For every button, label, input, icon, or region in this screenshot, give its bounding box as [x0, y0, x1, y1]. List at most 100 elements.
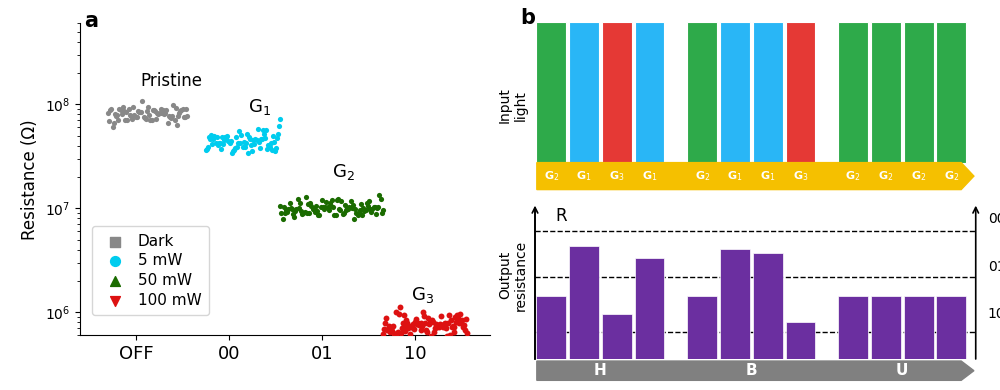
- Point: [413, 327, 429, 333]
- Point: [286, 214, 302, 220]
- Point: [359, 200, 375, 206]
- Point: [133, 108, 149, 115]
- Point: [407, 319, 423, 326]
- Point: [228, 135, 244, 141]
- Text: Pristine: Pristine: [141, 72, 203, 90]
- Point: [448, 319, 464, 325]
- Text: G$_1$: G$_1$: [727, 169, 743, 183]
- Point: [287, 208, 303, 214]
- Point: [373, 195, 389, 202]
- Point: [415, 309, 431, 316]
- Point: [447, 314, 463, 320]
- Point: [236, 139, 252, 145]
- Point: [260, 142, 276, 148]
- Point: [340, 206, 356, 212]
- Point: [358, 207, 374, 213]
- Text: 01: 01: [988, 260, 1000, 274]
- Point: [131, 109, 147, 115]
- Point: [303, 203, 319, 209]
- Point: [336, 210, 352, 216]
- Point: [418, 327, 434, 333]
- Point: [414, 323, 430, 329]
- Point: [425, 319, 441, 326]
- Point: [125, 104, 141, 110]
- Text: G$_1$: G$_1$: [248, 97, 271, 117]
- Bar: [635, 22, 664, 163]
- Point: [421, 321, 437, 327]
- Y-axis label: Resistance (Ω): Resistance (Ω): [21, 119, 39, 240]
- Point: [114, 111, 130, 117]
- Point: [251, 139, 267, 145]
- Text: G$_2$: G$_2$: [695, 169, 710, 183]
- Point: [400, 324, 416, 331]
- Point: [141, 112, 157, 118]
- Point: [276, 204, 292, 210]
- Point: [266, 139, 282, 145]
- Point: [393, 330, 409, 336]
- Point: [282, 200, 298, 206]
- Text: G$_3$: G$_3$: [411, 285, 434, 305]
- Point: [113, 106, 129, 113]
- Point: [119, 117, 135, 124]
- Point: [232, 140, 248, 146]
- Point: [375, 332, 391, 338]
- Point: [284, 206, 300, 212]
- Point: [433, 313, 449, 319]
- Bar: [871, 22, 901, 163]
- Point: [220, 138, 236, 144]
- Point: [208, 140, 224, 146]
- Point: [229, 144, 245, 150]
- Point: [370, 204, 386, 210]
- Point: [210, 142, 226, 148]
- Point: [205, 136, 221, 142]
- Point: [110, 117, 126, 123]
- Point: [203, 132, 219, 138]
- Point: [457, 326, 473, 333]
- Point: [179, 112, 195, 119]
- Point: [441, 312, 457, 318]
- Point: [239, 131, 255, 137]
- Point: [348, 209, 364, 216]
- Point: [439, 333, 455, 339]
- Point: [154, 110, 170, 116]
- Point: [199, 145, 215, 152]
- Point: [129, 113, 145, 120]
- Point: [454, 317, 470, 323]
- Point: [344, 205, 360, 211]
- Point: [458, 316, 474, 322]
- Point: [429, 324, 445, 330]
- Point: [411, 322, 427, 328]
- Point: [165, 102, 181, 108]
- Text: G$_2$: G$_2$: [944, 169, 959, 183]
- Point: [226, 147, 242, 153]
- Point: [394, 324, 410, 331]
- Point: [157, 110, 173, 116]
- Point: [321, 207, 337, 214]
- Point: [231, 128, 247, 134]
- Point: [343, 198, 359, 204]
- Point: [371, 192, 387, 199]
- Point: [427, 325, 443, 332]
- Point: [270, 131, 286, 137]
- Point: [235, 144, 251, 150]
- Point: [416, 312, 432, 319]
- Text: G$_1$: G$_1$: [642, 169, 657, 183]
- Point: [382, 329, 398, 335]
- Point: [346, 216, 362, 222]
- Point: [111, 106, 127, 112]
- Point: [247, 136, 263, 142]
- Point: [451, 319, 467, 326]
- Point: [115, 104, 131, 110]
- Point: [171, 110, 187, 117]
- Point: [215, 141, 231, 147]
- Point: [252, 145, 268, 151]
- Text: 10: 10: [988, 307, 1000, 321]
- Point: [307, 209, 323, 215]
- Point: [302, 200, 318, 207]
- Point: [446, 324, 462, 331]
- Point: [308, 203, 324, 209]
- Point: [117, 117, 133, 123]
- Point: [147, 108, 163, 114]
- Point: [366, 204, 382, 210]
- Point: [402, 331, 418, 337]
